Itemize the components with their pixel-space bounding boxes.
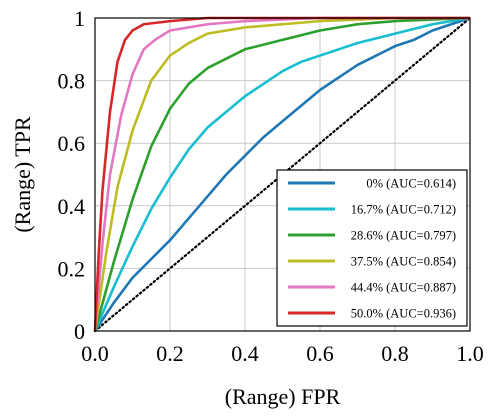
x-tick-label: 0.4	[231, 341, 259, 366]
y-tick-label: 0.8	[58, 69, 86, 94]
legend-entry: 37.5% (AUC=0.854)	[351, 255, 456, 269]
y-tick-label: 0.6	[58, 131, 86, 156]
series-line-3	[93, 16, 470, 332]
series-layer	[93, 16, 471, 332]
y-tick-label: 0.2	[58, 256, 86, 281]
y-tick-label: 1	[74, 6, 85, 31]
y-axis-label: (Range) TPR	[10, 116, 35, 233]
y-tick-label: 0	[74, 319, 85, 344]
series-line-4	[93, 16, 470, 332]
x-tick-label: 0.2	[156, 341, 184, 366]
legend-entry: 44.4% (AUC=0.887)	[351, 281, 456, 295]
x-tick-label: 0.6	[306, 341, 334, 366]
legend-entry: 28.6% (AUC=0.797)	[351, 229, 456, 243]
x-axis-label: (Range) FPR	[225, 384, 341, 409]
series-line-2	[93, 16, 471, 332]
series-line-5	[93, 16, 470, 332]
tick-labels: 0.0 0.2 0.4 0.6 0.8 1.0 0 0.2 0.4 0.6 0.8 1	[58, 6, 484, 366]
y-tick-label: 0.4	[58, 194, 86, 219]
legend-entry: 50.0% (AUC=0.936)	[351, 307, 456, 321]
legend: 0% (AUC=0.614) 16.7% (AUC=0.712) 28.6% (AU…	[276, 169, 468, 327]
x-tick-label: 0.8	[381, 341, 409, 366]
series-line-1	[93, 16, 471, 332]
legend-entry: 0% (AUC=0.614)	[366, 177, 456, 191]
legend-entry: 16.7% (AUC=0.712)	[351, 203, 456, 217]
x-tick-label: 1.0	[456, 341, 484, 366]
x-tick-label: 0.0	[81, 341, 109, 366]
plot-frame	[94, 17, 471, 332]
series-line-0	[93, 16, 471, 332]
legend-box	[276, 169, 468, 327]
